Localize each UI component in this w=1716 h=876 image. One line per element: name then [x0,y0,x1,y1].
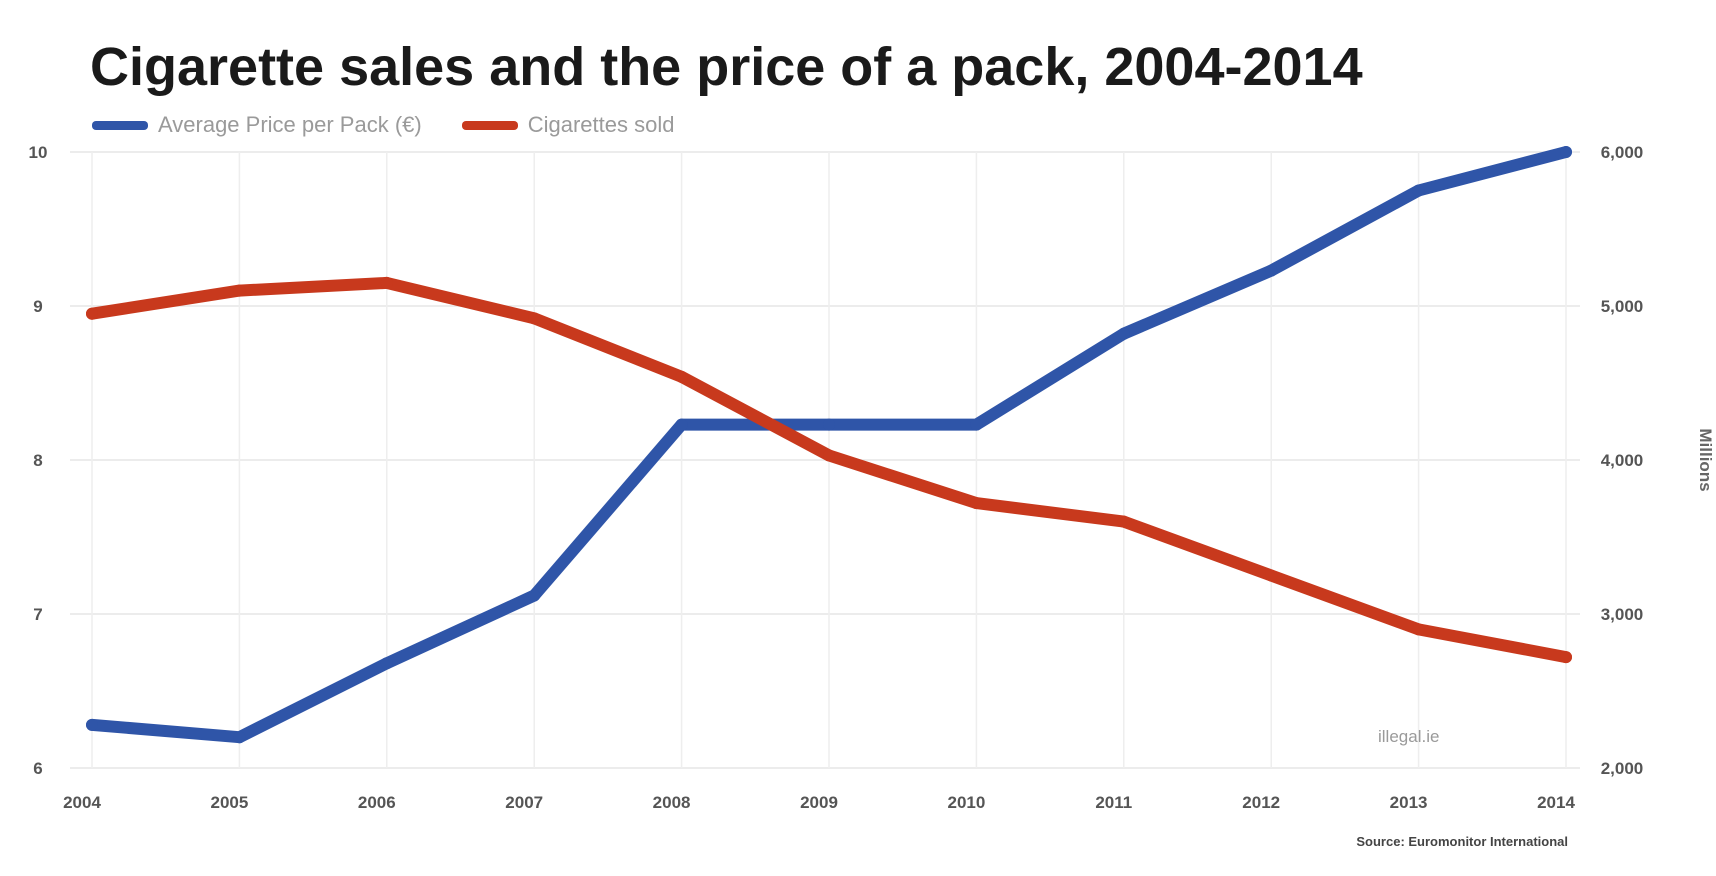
data-point-price [1265,264,1278,277]
x-tick-label: 2006 [358,793,396,812]
legend-label-sold: Cigarettes sold [527,112,675,137]
x-tick-label: 2014 [1537,793,1575,812]
data-point-cigarettes-sold [1117,515,1130,528]
y-left-tick-label: 8 [33,451,42,470]
data-point-cigarettes-sold [86,307,98,320]
data-point-price [528,589,541,602]
data-point-price [1412,184,1425,197]
data-point-price [675,418,688,431]
data-point-cigarettes-sold [1412,623,1425,636]
data-point-cigarettes-sold [528,312,541,325]
x-tick-label: 2004 [63,793,101,812]
data-point-cigarettes-sold [823,449,835,462]
x-tick-label: 2012 [1242,793,1280,812]
data-point-price [823,418,835,431]
y-right-tick-label: 5,000 [1601,297,1644,316]
legend-label-price: Average Price per Pack (€) [158,112,422,137]
legend-item-price: Average Price per Pack (€) [92,112,422,138]
series-layer [86,146,1572,744]
x-tick-label: 2010 [947,793,985,812]
data-point-cigarettes-sold [380,276,393,289]
data-point-cigarettes-sold [1265,569,1278,582]
x-tick-label: 2005 [210,793,248,812]
y-right-axis-title: Millions [1696,428,1715,491]
data-point-cigarettes-sold [233,284,246,297]
data-point-cigarettes-sold [970,497,983,510]
data-point-price [233,731,246,744]
data-point-cigarettes-sold [675,370,688,383]
legend-item-sold: Cigarettes sold [461,112,675,138]
y-right-tick-label: 3,000 [1601,605,1644,624]
label-layer: 6 2,000 7 3,000 8 4,000 9 5,000 10 6,000 2004 2005 2… [29,143,1715,849]
legend-swatch-sold [461,120,518,130]
y-right-tick-label: 6,000 [1601,143,1644,162]
data-point-price [1560,146,1572,158]
data-point-price [1117,327,1130,340]
data-point-cigarettes-sold [1560,651,1572,664]
x-tick-label: 2007 [505,793,543,812]
x-tick-label: 2011 [1095,793,1132,812]
x-tick-label: 2008 [653,793,691,812]
y-left-tick-label: 10 [29,143,48,162]
y-right-tick-label: 2,000 [1601,759,1644,778]
legend-swatch-price [92,120,148,130]
chart-title: Cigarette sales and the price of a pack,… [90,37,1363,97]
y-left-tick-label: 9 [33,297,42,316]
data-point-price [380,657,393,670]
credit-watermark: illegal.ie [1378,727,1439,746]
y-left-tick-label: 7 [33,605,42,624]
source-note: Source: Euromonitor International [1356,834,1568,849]
x-tick-label: 2013 [1390,793,1428,812]
data-point-price [86,718,98,731]
legend: Average Price per Pack (€) Cigarettes so… [92,112,714,138]
x-tick-label: 2009 [800,793,838,812]
data-point-price [970,418,983,431]
y-right-tick-label: 4,000 [1601,451,1644,470]
y-left-tick-label: 6 [33,759,42,778]
